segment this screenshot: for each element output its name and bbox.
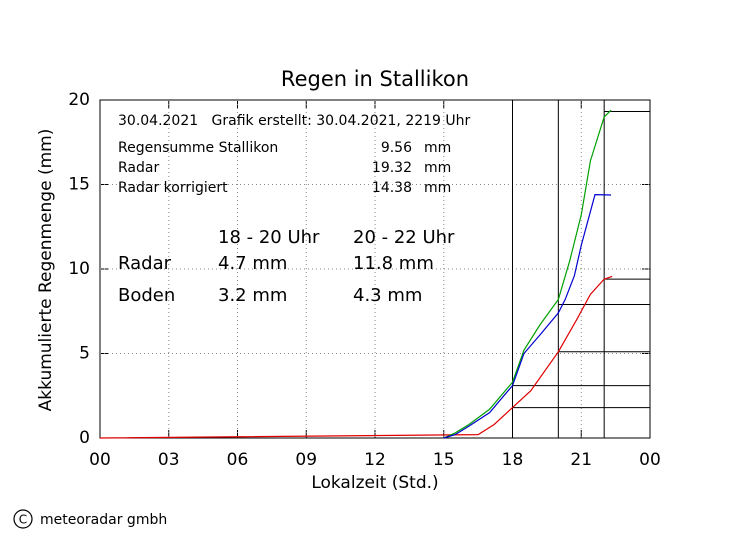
table-header: 18 - 20 Uhr xyxy=(218,227,320,248)
x-tick-label: 15 xyxy=(433,450,455,470)
y-axis-title: Akkumulierte Regenmenge (mm) xyxy=(36,129,56,412)
x-tick-label: 12 xyxy=(364,450,386,470)
legend-label: Regensumme Stallikon xyxy=(118,140,278,156)
table-cell: 4.3 mm xyxy=(353,285,422,306)
y-tick-label: 5 xyxy=(79,344,90,364)
data-line xyxy=(443,194,612,439)
table-row-label: Radar xyxy=(118,253,172,274)
chart-title: Regen in Stallikon xyxy=(281,67,469,91)
table-cell: 11.8 mm xyxy=(353,253,434,274)
x-tick-label: 00 xyxy=(639,450,661,470)
x-tick-label: 00 xyxy=(89,450,111,470)
y-tick-label: 0 xyxy=(79,428,90,448)
legend-total: 9.56 xyxy=(381,140,412,156)
copyright-icon xyxy=(13,509,33,529)
legend-label: Radar korrigiert xyxy=(118,180,228,196)
table-cell: 4.7 mm xyxy=(218,253,287,274)
copyright-c: C xyxy=(19,513,27,527)
y-tick-label: 10 xyxy=(68,259,90,279)
x-tick-label: 21 xyxy=(570,450,592,470)
legend-unit: mm xyxy=(424,140,451,156)
legend-unit: mm xyxy=(424,160,451,176)
data-line xyxy=(443,109,612,439)
data-line xyxy=(99,275,613,439)
legend-label: Radar xyxy=(118,160,159,176)
y-tick-label: 15 xyxy=(68,175,90,195)
copyright: meteoradar gmbh xyxy=(40,512,167,528)
x-tick-label: 09 xyxy=(295,450,317,470)
table-header: 20 - 22 Uhr xyxy=(353,227,455,248)
table-cell: 3.2 mm xyxy=(218,285,287,306)
table-row-label: Boden xyxy=(118,285,175,306)
x-tick-label: 18 xyxy=(502,450,524,470)
header: 30.04.2021 Grafik erstellt: 30.04.2021, … xyxy=(118,113,471,129)
x-tick-label: 06 xyxy=(227,450,249,470)
y-tick-label: 20 xyxy=(68,90,90,110)
x-tick-label: 03 xyxy=(158,450,180,470)
legend-unit: mm xyxy=(424,180,451,196)
x-axis-title: Lokalzeit (Std.) xyxy=(311,473,438,493)
legend-total: 19.32 xyxy=(372,160,412,176)
legend-total: 14.38 xyxy=(372,180,412,196)
